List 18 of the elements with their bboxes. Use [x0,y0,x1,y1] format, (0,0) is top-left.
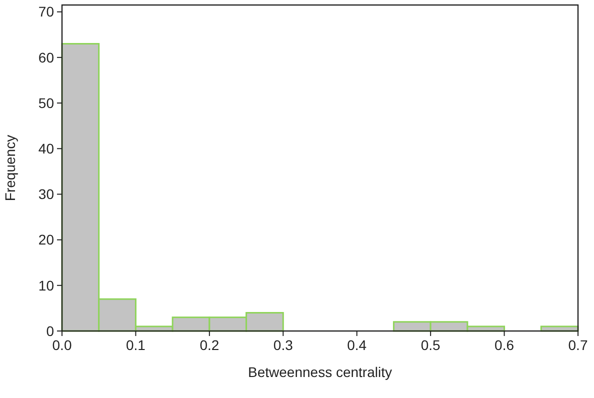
x-tick-label: 0.0 [52,337,72,353]
x-axis-title: Betweenness centrality [248,364,392,380]
y-tick-label: 30 [38,186,54,202]
y-tick-label: 70 [38,4,54,20]
y-tick-label: 0 [46,322,54,339]
y-tick-label: 10 [38,277,54,294]
x-tick-label: 0.4 [347,337,367,353]
y-tick-label: 60 [38,49,54,66]
x-tick-label: 0.1 [126,337,146,353]
y-axis-title: Frequency [2,134,18,202]
y-tick-label: 40 [38,140,54,157]
x-tick-label: 0.2 [200,337,220,353]
y-tick-label: 20 [38,232,54,248]
x-tick-label: 0.6 [494,337,514,353]
x-tick-label: 0.3 [273,337,294,353]
y-tick-label: 50 [38,94,54,111]
x-tick-label: 0.7 [568,337,588,353]
x-tick-label: 0.5 [420,337,441,353]
